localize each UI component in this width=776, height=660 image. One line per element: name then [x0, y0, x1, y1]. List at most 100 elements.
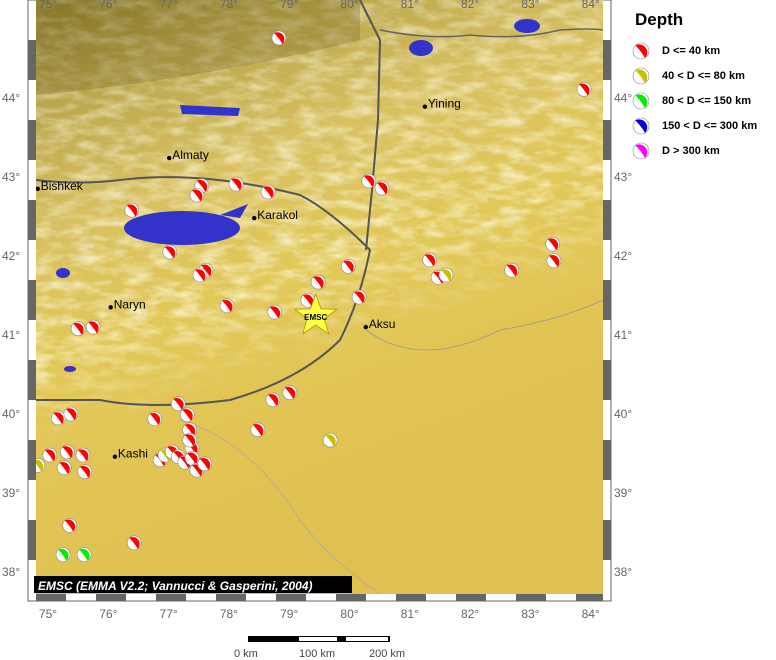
- lat-tick-label: 38°: [614, 565, 632, 579]
- earthquake-beachball-icon: [62, 518, 78, 533]
- city-label: Almaty: [172, 148, 209, 162]
- earthquake-beachball-icon: [374, 180, 390, 196]
- lon-tick-label: 83°: [521, 607, 539, 621]
- scale-label: 0 km: [234, 648, 258, 660]
- lake: [64, 366, 76, 372]
- lat-tick-label: 43°: [2, 170, 20, 184]
- lon-tick-label: 76°: [99, 0, 117, 11]
- earthquake-beachball-icon: [545, 236, 561, 252]
- lat-tick-label: 39°: [2, 486, 20, 500]
- beachball-icon: [632, 142, 650, 159]
- earthquake-beachball-icon: [70, 321, 86, 336]
- lon-tick-label: 83°: [521, 0, 539, 11]
- earthquake-beachball-icon: [162, 244, 178, 260]
- lon-tick-label: 80°: [340, 0, 358, 11]
- earthquake-beachball-icon: [250, 422, 266, 438]
- city-dot: [108, 305, 113, 310]
- legend-label: D > 300 km: [662, 144, 720, 157]
- earthquake-beachball-icon: [504, 262, 520, 278]
- city-dot: [36, 186, 40, 192]
- earthquake-beachball-icon: [438, 267, 454, 283]
- legend-title: Depth: [635, 10, 684, 29]
- lon-tick-label: 84°: [582, 0, 600, 11]
- lat-tick-label: 38°: [2, 565, 20, 579]
- city-label: Yining: [428, 97, 461, 111]
- lat-tick-label: 40°: [2, 407, 20, 421]
- axis-labels: 75° 75° 76° 76° 77° 77° 78° 78° 79° 79° 80° 80° 81° 8…: [2, 0, 632, 621]
- lon-tick-label: 77°: [160, 607, 178, 621]
- city-label: Kashi: [118, 447, 148, 461]
- lat-tick-label: 41°: [614, 328, 632, 342]
- earthquake-beachball-icon: [124, 202, 140, 218]
- beachball-icon: [632, 92, 650, 109]
- earthquake-beachball-icon: [77, 464, 93, 479]
- beachball-icon: [632, 67, 650, 84]
- cities: Bishkek Almaty Karakol Naryn Yining Aksu Kashi: [36, 97, 461, 461]
- lon-tick-label: 82°: [461, 607, 479, 621]
- credit-box: [34, 576, 352, 593]
- lon-tick-label: 75°: [39, 607, 57, 621]
- river: [365, 299, 603, 351]
- beachball-icon: [632, 117, 650, 134]
- terrain-relief: [36, 0, 603, 594]
- legend-label: 150 < D <= 300 km: [662, 119, 758, 132]
- lat-tick-label: 44°: [614, 91, 632, 105]
- emsc-star-icon: [293, 292, 338, 335]
- earthquake-beachball-icon: [179, 407, 195, 423]
- lon-tick-label: 81°: [401, 607, 419, 621]
- lake-issyk-kul: [124, 211, 240, 245]
- earthquake-beachball-icon: [56, 460, 72, 476]
- earthquake-beachball-icon: [55, 547, 71, 562]
- lon-tick-label: 81°: [401, 0, 419, 11]
- city-dot: [363, 324, 368, 330]
- beachball-icon: [632, 92, 650, 109]
- legend-item: 150 < D <= 300 km: [620, 113, 776, 138]
- earthquake-beachball-icon: [126, 535, 142, 551]
- earthquake-beachball-icon: [267, 304, 283, 320]
- beachball-icon: [632, 67, 650, 84]
- lat-tick-label: 42°: [614, 249, 632, 263]
- city-dot: [252, 215, 257, 221]
- lake: [220, 204, 248, 218]
- legend-label: 40 < D <= 80 km: [662, 69, 745, 82]
- city-label: Bishkek: [41, 179, 84, 193]
- earthquake-beachball-icon: [170, 396, 186, 412]
- lon-tick-label: 77°: [160, 0, 178, 11]
- earthquake-beachball-icon: [546, 253, 562, 269]
- border-line: [359, 0, 382, 251]
- beachball-icon: [632, 142, 650, 159]
- city-label: Karakol: [257, 208, 298, 222]
- beachball-icon: [632, 42, 650, 59]
- earthquake-beachball-icon: [265, 392, 281, 408]
- earthquake-beachball-icon: [422, 252, 437, 268]
- lake: [56, 268, 70, 278]
- lake: [409, 40, 433, 56]
- earthquake-beachball-icon: [42, 447, 58, 463]
- lon-tick-label: 78°: [220, 607, 238, 621]
- earthquake-beachball-icon: [228, 176, 244, 192]
- scale-label: 100 km: [299, 648, 336, 660]
- earthquake-beachball-icon: [85, 319, 101, 335]
- lat-tick-label: 44°: [2, 91, 20, 105]
- city-label: Aksu: [369, 317, 396, 331]
- earthquake-beachball-icon: [192, 267, 208, 283]
- lon-tick-label: 79°: [280, 0, 298, 11]
- earthquake-beachball-icon: [189, 187, 205, 203]
- city-dot: [167, 155, 172, 161]
- seismicity-map: Bishkek Almaty Karakol Naryn Yining Aksu Kashi…: [2, 0, 632, 621]
- beachball-icon: [632, 117, 650, 134]
- legend-item: D > 300 km: [620, 138, 776, 163]
- earthquake-beachball-icon: [576, 82, 592, 97]
- earthquake-beachball-icon: [182, 432, 198, 448]
- earthquake-beachball-icon: [76, 547, 92, 562]
- earthquake-beachball-icon: [361, 173, 377, 189]
- city-label: Naryn: [114, 297, 146, 311]
- earthquake-beachball-icon: [260, 184, 276, 200]
- earthquake-events: [36, 30, 592, 562]
- legend-item: D <= 40 km: [620, 38, 776, 63]
- lon-tick-label: 80°: [340, 607, 358, 621]
- northern-plain: [36, 0, 360, 95]
- earthquake-beachball-icon: [322, 432, 338, 448]
- border-line: [379, 28, 603, 38]
- earthquake-beachball-icon: [271, 30, 287, 46]
